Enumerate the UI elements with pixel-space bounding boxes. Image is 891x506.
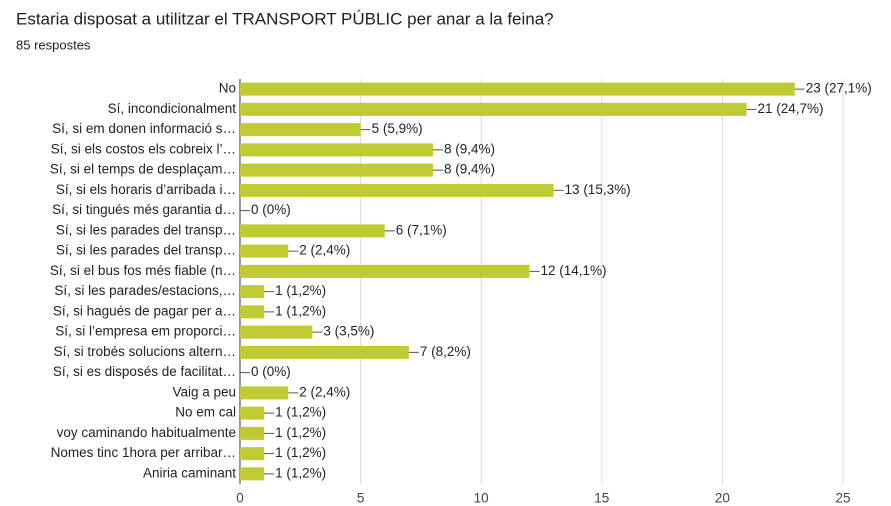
chart-subtitle: 85 respostes [16,37,91,52]
y-tick-label: Sí, si els horaris d’arribada i… [56,182,236,197]
value-label: 3 (3,5%) [323,324,374,339]
value-label: 0 (0%) [251,202,291,217]
bar [240,224,385,238]
y-tick-label: Sí, si trobés solucions altern… [54,344,236,359]
bar [240,82,795,96]
y-tick-label: Sí, si les parades/estacions,… [54,283,236,298]
value-label: 6 (7,1%) [396,222,447,237]
value-label: 8 (9,4%) [444,141,495,156]
bar [240,406,265,420]
y-tick-label: Sí, si l’empresa em proporci… [55,324,236,339]
value-label: 5 (5,9%) [372,121,423,136]
y-tick-label: Sí, si les parades del transp… [56,243,236,258]
value-label: 12 (14,1%) [540,263,606,278]
x-tick-label: 0 [236,491,244,506]
y-tick-label: No em cal [175,405,236,420]
value-label: 21 (24,7%) [758,101,824,116]
value-label: 1 (1,2%) [275,303,326,318]
y-tick-label: Sí, si em donen informació s… [52,121,236,136]
x-tick-label: 15 [594,491,609,506]
bar [240,386,289,400]
value-label: 1 (1,2%) [275,405,326,420]
value-label: 8 (9,4%) [444,162,495,177]
bar [240,285,265,299]
bar [240,102,747,116]
value-label: 1 (1,2%) [275,445,326,460]
bar [240,447,265,461]
value-label: 0 (0%) [251,364,291,379]
x-tick-label: 5 [357,491,365,506]
y-tick-label: No [219,81,236,96]
y-tick-label: Sí, si el bus fos més fiable (n… [50,263,236,278]
bar [240,305,265,319]
bar [240,244,289,258]
y-tick-label: Sí, si hagués de pagar per a… [53,303,236,318]
bar [240,123,361,137]
y-tick-label: Vaig a peu [172,384,236,399]
y-tick-label: Nomes tinc 1hora per arribar… [51,445,236,460]
value-label: 2 (2,4%) [299,384,350,399]
y-tick-label: Sí, si es disposés de facilitat… [53,364,236,379]
value-label: 23 (27,1%) [806,81,872,96]
bar [240,345,409,359]
chart-title: Estaria disposat a utilitzar el TRANSPOR… [16,9,554,28]
bar [240,467,265,481]
x-tick-label: 20 [715,491,730,506]
x-tick-label: 25 [835,491,850,506]
y-tick-label: Sí, si els costos els cobreix l’… [51,141,236,156]
bar [240,143,433,157]
value-label: 13 (15,3%) [565,182,631,197]
y-tick-label: Sí, incondicionalment [108,101,237,116]
value-label: 7 (8,2%) [420,344,471,359]
y-tick-label: Aniria caminant [143,465,236,480]
y-tick-label: Sí, si el temps de desplaçam… [50,162,236,177]
bar [240,163,433,177]
y-tick-label: Sí, si les parades del transp… [56,222,236,237]
value-label: 1 (1,2%) [275,425,326,440]
value-label: 1 (1,2%) [275,283,326,298]
bar [240,183,554,197]
bar [240,325,313,339]
value-label: 2 (2,4%) [299,243,350,258]
y-tick-label: voy caminando habitualmente [57,425,236,440]
value-label: 1 (1,2%) [275,465,326,480]
x-tick-label: 10 [474,491,489,506]
bar [240,264,530,278]
bar [240,426,265,440]
y-tick-label: Sí, si tingués més garantia d… [52,202,236,217]
